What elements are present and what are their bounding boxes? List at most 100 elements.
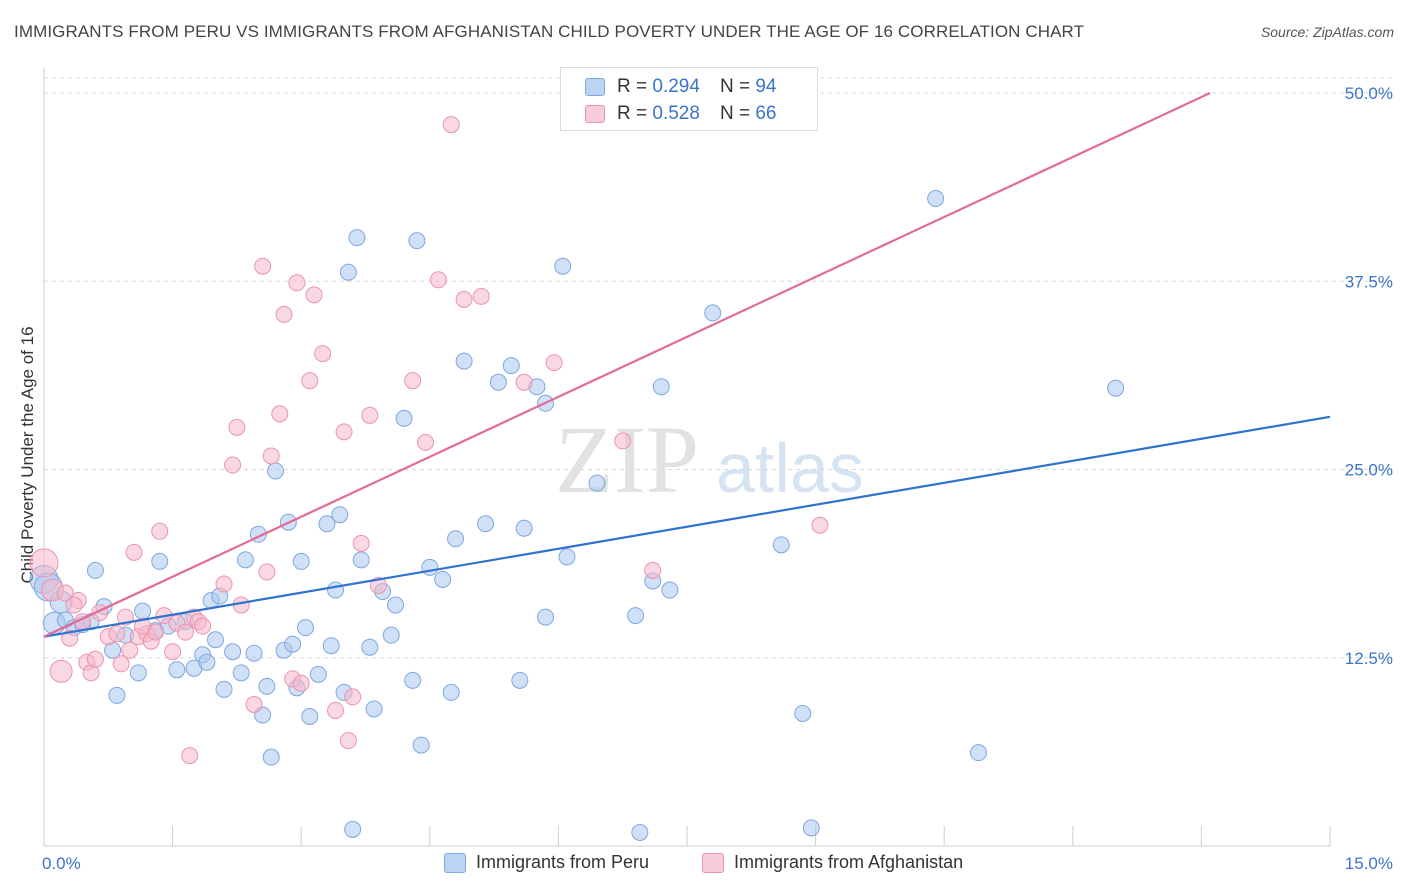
peru-point-16 (151, 552, 169, 570)
afghanistan-point-48 (339, 732, 357, 750)
afghanistan-point-55 (429, 271, 447, 289)
peru-point-87 (927, 189, 945, 207)
afghanistan-point-16 (125, 543, 143, 561)
afghanistan-point-49 (344, 688, 362, 706)
peru-point-51 (348, 229, 366, 247)
peru-point-84 (772, 536, 790, 554)
peru-point-71 (515, 519, 533, 537)
afghanistan-point-56 (442, 116, 460, 134)
afghanistan-point-46 (326, 701, 344, 719)
watermark-zip: ZIP (555, 406, 699, 513)
afghanistan-point-26 (181, 747, 199, 765)
peru-point-30 (245, 644, 263, 662)
peru-point-69 (502, 357, 520, 375)
peru-point-60 (408, 232, 426, 250)
peru-n-label: N = (719, 76, 751, 97)
y-tick-label-1: 25.0% (1345, 461, 1393, 480)
afghanistan-trend-line (43, 92, 1211, 638)
series-legend: Immigrants from Peru Immigrants from Afg… (0, 852, 1406, 876)
afghanistan-point-2 (49, 659, 73, 683)
peru-point-67 (477, 515, 495, 533)
tick-labels: 12.5% 25.0% 37.5% 50.0% 0.0% 15.0% (42, 84, 1393, 873)
afghanistan-point-42 (292, 674, 310, 692)
peru-point-53 (361, 638, 379, 656)
afghanistan-point-57 (455, 290, 473, 308)
peru-point-11 (108, 686, 126, 704)
peru-point-64 (442, 683, 460, 701)
peru-point-68 (489, 373, 507, 391)
peru-point-77 (588, 474, 606, 492)
peru-point-63 (434, 570, 452, 588)
series-peru (29, 189, 1125, 841)
peru-r-value: 0.294 (652, 76, 700, 97)
peru-point-86 (802, 819, 820, 837)
afghanistan-point-13 (112, 655, 130, 673)
peru-point-75 (554, 257, 572, 275)
peru-point-27 (224, 643, 242, 661)
afghanistan-point-52 (369, 576, 387, 594)
peru-point-8 (86, 561, 104, 579)
peru-point-66 (455, 352, 473, 370)
afghanistan-point-58 (472, 287, 490, 305)
axes (43, 68, 1331, 847)
peru-point-47 (331, 506, 349, 524)
afghanistan-point-34 (245, 695, 263, 713)
afghanistan-point-3 (56, 584, 74, 602)
afghanistan-point-62 (644, 561, 662, 579)
peru-point-79 (631, 823, 649, 841)
grid-lines (44, 77, 1392, 659)
correlation-legend: R = 0.294 N = 94 R = 0.528 N = 66 (560, 67, 818, 131)
peru-point-35 (266, 462, 284, 480)
peru-point-52 (352, 551, 370, 569)
afghanistan-swatch (585, 105, 605, 123)
afghanistan-point-39 (275, 305, 293, 323)
peru-point-88 (969, 744, 987, 762)
afghanistan-point-59 (515, 373, 533, 391)
afghanistan-point-43 (301, 372, 319, 390)
peru-point-62 (421, 558, 439, 576)
afghanistan-point-64 (65, 596, 83, 614)
afghanistan-point-38 (271, 405, 289, 423)
afghanistan-point-50 (352, 534, 370, 552)
afghanistan-point-12 (108, 625, 126, 643)
peru-point-82 (661, 581, 679, 599)
peru-point-29 (236, 551, 254, 569)
legend-afghanistan-label: Immigrants from Afghanistan (734, 852, 964, 872)
afghanistan-point-30 (215, 575, 233, 593)
peru-point-43 (309, 665, 327, 683)
source-label: Source: ZipAtlas.com (1260, 24, 1394, 40)
peru-point-83 (704, 304, 722, 322)
trend-lines (43, 92, 1331, 638)
peru-point-89 (1107, 379, 1125, 397)
legend-row-afghanistan: R = 0.528 N = 66 (585, 101, 776, 127)
peru-point-61 (412, 736, 430, 754)
afghanistan-point-9 (86, 650, 104, 668)
legend-row-peru: R = 0.294 N = 94 (585, 74, 776, 100)
y-tick-label-2: 37.5% (1345, 272, 1393, 291)
afghanistan-point-41 (288, 274, 306, 292)
peru-point-58 (395, 409, 413, 427)
afghanistan-point-65 (134, 617, 152, 635)
afghanistan-n-value: 66 (755, 103, 777, 124)
legend-item-afghanistan[interactable]: Immigrants from Afghanistan (702, 852, 963, 873)
afghanistan-point-29 (194, 617, 212, 635)
peru-point-70 (511, 671, 529, 689)
watermark-atlas: atlas (716, 429, 864, 507)
afghanistan-point-15 (121, 641, 139, 659)
afghanistan-point-37 (262, 447, 280, 465)
afghanistan-point-60 (545, 354, 563, 372)
peru-swatch (585, 78, 605, 96)
afghanistan-point-53 (404, 372, 422, 390)
afghanistan-point-54 (417, 433, 435, 451)
peru-point-59 (404, 671, 422, 689)
peru-point-57 (387, 596, 405, 614)
afghanistan-point-33 (232, 596, 250, 614)
legend-afghanistan-swatch (702, 852, 724, 873)
peru-r-label: R = (617, 76, 648, 97)
x-tick-label-0: 0.0% (42, 854, 81, 873)
peru-point-54 (365, 700, 383, 718)
afghanistan-point-51 (361, 406, 379, 424)
legend-item-peru[interactable]: Immigrants from Peru (444, 852, 649, 873)
peru-point-74 (537, 608, 555, 626)
